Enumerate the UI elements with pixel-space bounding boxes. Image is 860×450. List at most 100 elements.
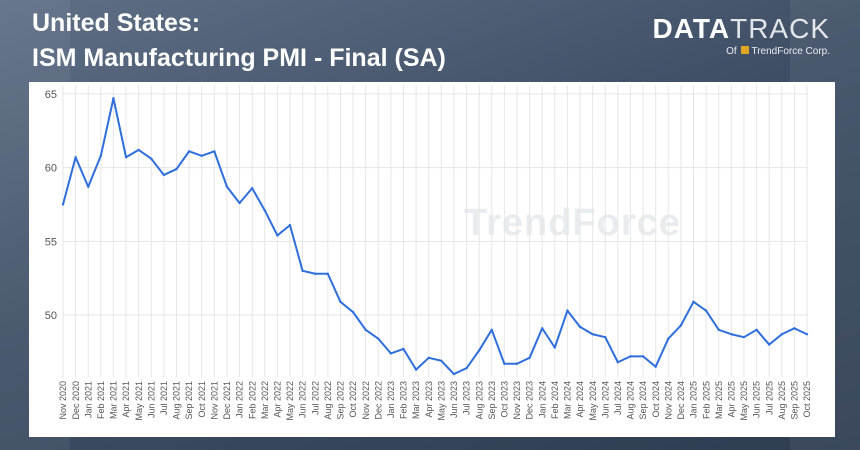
x-tick-label: Apr 2025 [726,381,736,418]
data-point [301,269,304,273]
x-tick-label: Nov 2021 [209,381,219,420]
x-tick-label: Oct 2023 [500,381,510,418]
data-point [566,309,569,312]
x-tick-label: Oct 2024 [651,381,661,418]
x-tick-label: Apr 2022 [273,381,283,418]
title-line-1: United States: [32,9,201,37]
x-tick-label: May 2025 [739,381,749,421]
data-point [250,187,254,190]
x-tick-label: Dec 2020 [71,381,81,420]
x-tick-label: Jul 2022 [310,381,320,415]
x-tick-label: Nov 2020 [58,381,68,420]
data-point [440,359,443,362]
x-tick-label: Feb 2025 [701,381,711,419]
data-point [679,324,683,327]
data-point [74,156,77,159]
logo-sub-brand: TrendForce Corp. [751,46,830,57]
data-point [427,356,430,360]
x-tick-label: Mar 2024 [563,381,573,419]
x-tick-label: Feb 2023 [399,381,409,419]
data-point [667,337,670,340]
data-point [238,201,241,205]
x-tick-label: Mar 2021 [109,381,119,419]
y-tick-label: 60 [45,163,57,175]
data-point [465,366,468,370]
data-point [61,203,65,206]
data-point [591,333,594,336]
pmi-line-chart: 50 55 60 65 Nov 2020 Dec 2020 Jan 2021 Feb 2021… [45,85,812,421]
x-tick-label: Jun 2023 [449,381,459,418]
x-tick-label: Jun 2021 [146,381,156,418]
data-point [137,148,140,152]
trendforce-watermark: TrendForce [464,202,681,244]
data-point [175,167,178,171]
x-tick-label: Nov 2022 [361,381,371,420]
data-point [162,173,166,177]
data-point [490,328,493,332]
data-point [326,272,330,275]
series-line [62,97,808,376]
logo-word-light: TRACK [730,13,830,44]
x-tick-label: Mar 2025 [714,381,724,419]
x-tick-label: Aug 2023 [474,381,484,420]
x-tick-label: Dec 2022 [373,381,383,420]
x-tick-label: Nov 2023 [512,381,522,420]
x-tick-label: Mar 2022 [260,381,270,419]
title-line-2: ISM Manufacturing PMI - Final (SA) [32,44,446,72]
data-point [150,157,153,160]
x-tick-label: Sep 2021 [184,381,194,420]
data-point [225,185,229,188]
data-point [704,309,708,312]
x-tick-label: Jun 2025 [752,381,762,418]
data-point [805,333,809,336]
data-point [692,300,695,303]
data-point [99,154,103,157]
x-tick-label: Nov 2024 [663,381,673,420]
x-tick-label: May 2022 [285,381,295,421]
data-point [641,355,645,358]
data-point [124,156,128,159]
data-point [767,343,771,346]
x-tick-label: Dec 2024 [676,381,686,420]
data-point [755,328,758,332]
data-point [604,335,607,339]
data-point [793,327,796,330]
x-tick-label: Oct 2021 [197,381,207,418]
data-point [452,372,456,376]
x-tick-label: Jan 2023 [386,381,396,418]
x-tick-label: Apr 2021 [121,381,131,418]
data-point [314,272,317,275]
data-point [742,335,746,339]
data-point [503,362,506,365]
x-tick-label: Jul 2023 [462,381,472,415]
data-point [339,300,342,303]
data-point [276,234,279,237]
data-point [87,185,90,188]
x-tick-label: Jul 2024 [613,381,623,415]
data-point [263,209,266,212]
data-point [414,368,418,371]
x-tick-label: Aug 2021 [172,381,182,420]
x-tick-label: May 2021 [134,381,144,421]
x-tick-label: May 2024 [588,381,598,421]
x-tick-label: Jan 2025 [689,381,699,418]
data-point [780,333,783,336]
y-tick-label: 55 [45,236,57,248]
data-point [213,150,216,153]
y-tick-label: 50 [45,310,57,322]
x-tick-label: Sep 2024 [638,381,648,420]
chart-panel: TrendForce 50 55 60 65 Nov 2020 Dec 2020 Jan 2… [29,82,835,437]
data-point [629,355,632,358]
y-tick-label: 65 [45,89,57,101]
x-tick-label: Aug 2024 [626,381,636,420]
x-tick-label: Oct 2025 [802,381,812,418]
data-point [528,356,531,360]
data-point [402,347,405,351]
data-point [187,150,191,153]
data-point [654,365,657,368]
logo-sub-prefix: Of [726,46,737,57]
x-tick-label: Jul 2021 [159,381,169,415]
x-tick-label: Feb 2022 [247,381,257,419]
data-point [717,328,720,332]
x-tick-label: Aug 2022 [323,381,333,420]
